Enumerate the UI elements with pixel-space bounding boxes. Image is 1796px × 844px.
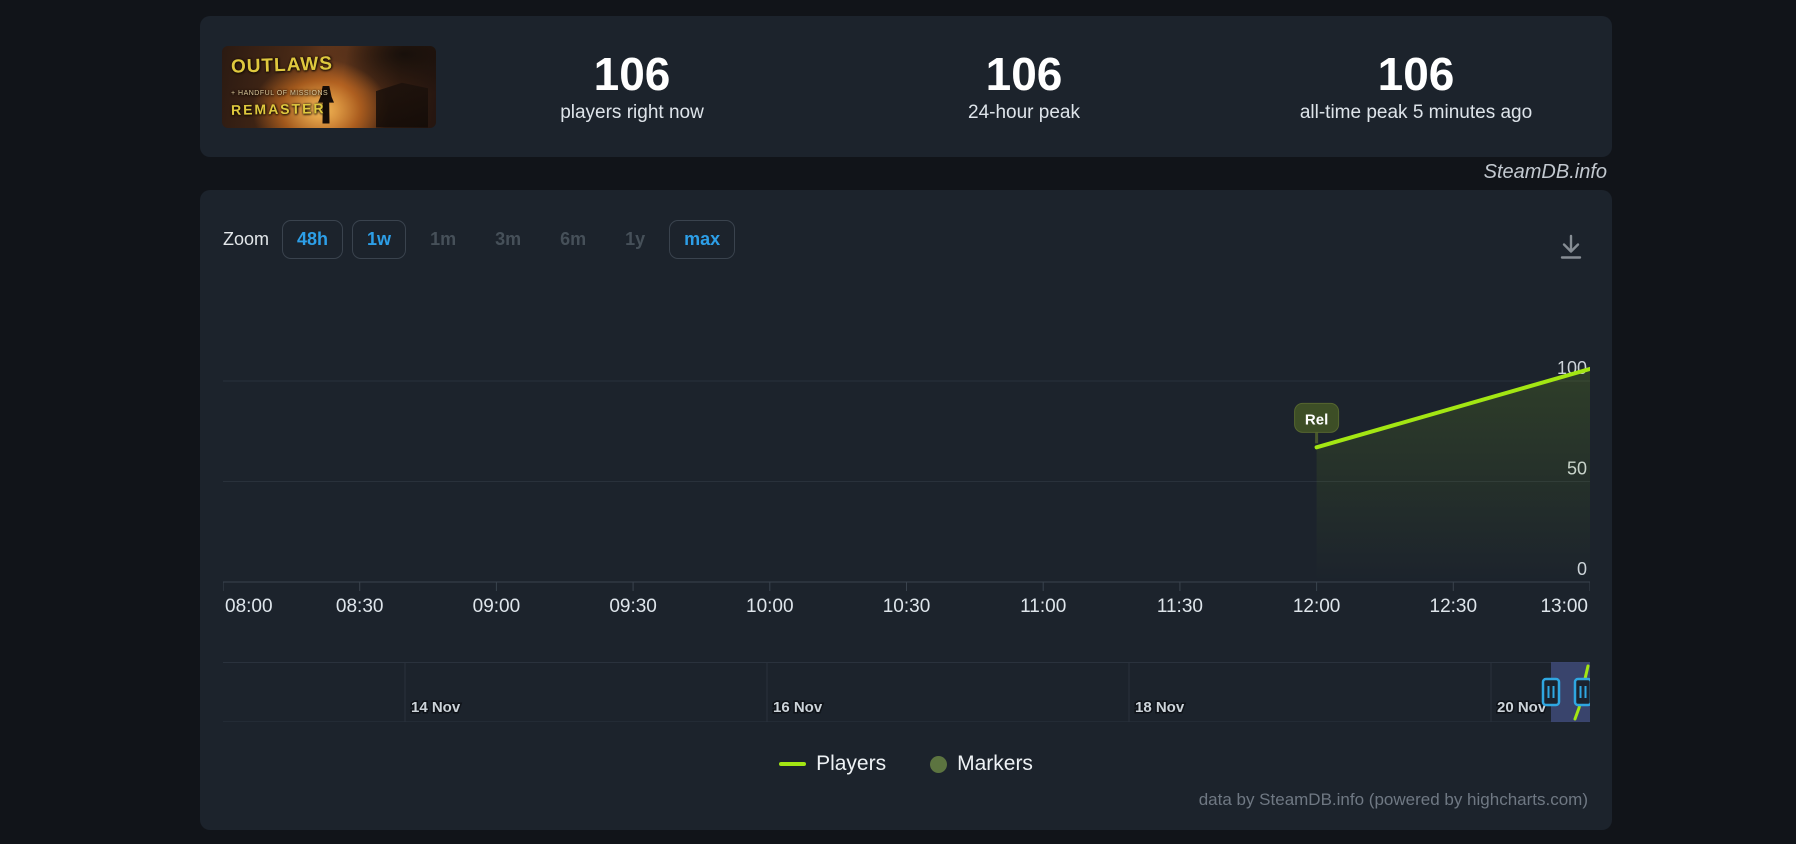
x-axis-label-12:00: 12:00 xyxy=(1293,596,1341,615)
steamdb-watermark: SteamDB.info xyxy=(1483,161,1607,183)
players-chart-svg: 05010008:0008:3009:0009:3010:0010:3011:0… xyxy=(223,358,1590,615)
game-banner-image: OUTLAWS + HANDFUL OF MISSIONS REMASTER xyxy=(222,45,436,128)
x-axis-label-09:30: 09:30 xyxy=(609,596,657,615)
stat-label: 24-hour peak xyxy=(968,101,1080,123)
markers-circle-swatch-icon xyxy=(930,755,948,773)
legend-item-markers[interactable]: Markers xyxy=(930,752,1033,776)
stat-value: 106 xyxy=(985,48,1063,101)
header-card: OUTLAWS + HANDFUL OF MISSIONS REMASTER 1… xyxy=(200,16,1612,157)
navigator-left-handle[interactable] xyxy=(1541,677,1561,707)
x-axis-label-10:00: 10:00 xyxy=(746,596,794,615)
x-axis-label-08:00: 08:00 xyxy=(225,596,273,615)
zoom-label: Zoom xyxy=(223,229,270,249)
x-axis-label-12:30: 12:30 xyxy=(1430,596,1478,615)
zoom-button-1w[interactable]: 1w xyxy=(352,220,407,259)
banner-edition: REMASTER xyxy=(230,99,326,118)
nav-date-label: 14 Nov xyxy=(411,699,461,716)
navigator[interactable]: 14 Nov 16 Nov 18 Nov 20 Nov xyxy=(223,662,1590,722)
players-series-line[interactable] xyxy=(1314,366,1590,450)
nav-date-label: 18 Nov xyxy=(1135,699,1185,716)
nav-date-label: 16 Nov xyxy=(773,699,823,716)
download-button[interactable] xyxy=(1554,230,1588,264)
legend-label: Players xyxy=(816,752,887,775)
x-axis-label-11:00: 11:00 xyxy=(1020,596,1066,615)
navigator-svg: 14 Nov 16 Nov 18 Nov 20 Nov xyxy=(223,662,1590,722)
zoom-button-max[interactable]: max xyxy=(669,220,736,259)
players-line-swatch-icon xyxy=(779,762,807,766)
stat-current-players: 106 players right now xyxy=(436,49,828,124)
x-axis-label-10:30: 10:30 xyxy=(883,596,931,615)
x-axis-label-09:00: 09:00 xyxy=(473,596,521,615)
legend-item-players[interactable]: Players xyxy=(779,752,886,776)
player-stats: 106 players right now 106 24-hour peak 1… xyxy=(436,49,1612,124)
zoom-button-3m: 3m xyxy=(480,220,536,259)
nav-date-label: 20 Nov xyxy=(1497,699,1547,716)
navigator-right-handle[interactable] xyxy=(1573,677,1590,707)
banner-title: OUTLAWS xyxy=(230,52,334,78)
zoom-button-48h[interactable]: 48h xyxy=(282,220,344,259)
zoom-button-1y: 1y xyxy=(610,220,660,259)
stat-value: 106 xyxy=(1377,48,1455,101)
players-area-fill xyxy=(1316,368,1590,582)
banner-subtitle: + HANDFUL OF MISSIONS xyxy=(231,89,329,97)
release-marker[interactable]: Rel xyxy=(1294,402,1340,433)
chart-legend: Players Markers xyxy=(200,752,1612,776)
zoom-toolbar: Zoom 48h 1w 1m 3m 6m 1y max xyxy=(223,220,736,259)
highcharts-credit[interactable]: data by SteamDB.info (powered by highcha… xyxy=(1198,790,1588,809)
stat-value: 106 xyxy=(593,48,671,101)
stat-label: all-time peak 5 minutes ago xyxy=(1299,101,1533,123)
x-axis-label-11:30: 11:30 xyxy=(1157,596,1203,615)
main-chart-plot-area[interactable]: 05010008:0008:3009:0009:3010:0010:3011:0… xyxy=(223,285,1590,615)
x-axis-label-13:00: 13:00 xyxy=(1540,596,1588,615)
download-icon xyxy=(1560,234,1582,259)
x-axis-label-08:30: 08:30 xyxy=(336,596,384,615)
stat-24h-peak: 106 24-hour peak xyxy=(828,49,1220,124)
stat-alltime-peak: 106 all-time peak 5 minutes ago xyxy=(1220,49,1612,124)
zoom-button-1m: 1m xyxy=(415,220,471,259)
stat-label: players right now xyxy=(560,101,704,123)
release-marker-label: Rel xyxy=(1305,411,1328,428)
legend-label: Markers xyxy=(957,752,1033,775)
zoom-button-6m: 6m xyxy=(545,220,601,259)
